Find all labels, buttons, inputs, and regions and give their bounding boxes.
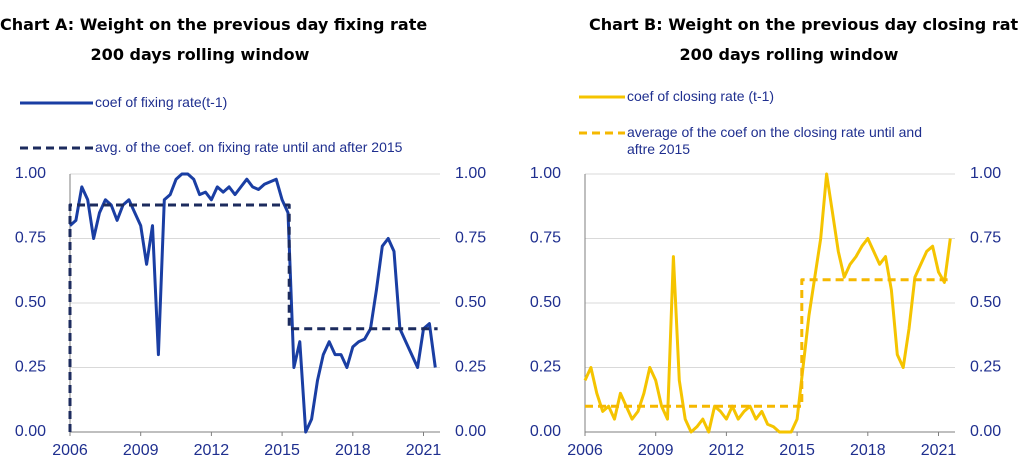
legend-item: coef of closing rate (t-1) xyxy=(579,88,879,105)
series-line xyxy=(68,203,438,432)
chart-title-block: Chart B: Weight on the previous day clos… xyxy=(589,10,1018,70)
chart-title: Chart A: Weight on the previous day fixi… xyxy=(0,15,428,34)
y2-tick-label: 0.75 xyxy=(970,230,1001,247)
y2-tick-label: 0.00 xyxy=(970,423,1001,440)
y2-tick-label: 0.50 xyxy=(970,294,1001,311)
legend-label: coef of closing rate (t-1) xyxy=(627,88,775,104)
legend-item: average of the coef on the closing rate … xyxy=(579,124,949,158)
x-tick-label: 2009 xyxy=(123,442,159,459)
y-tick-label: 0.50 xyxy=(15,294,46,311)
x-tick-label: 2021 xyxy=(406,442,442,459)
x-tick-label: 2015 xyxy=(779,442,815,459)
y2-tick-label: 0.50 xyxy=(455,294,486,311)
legend-item: coef of fixing rate(t-1) xyxy=(20,94,320,111)
x-tick-label: 2021 xyxy=(921,442,957,459)
y-tick-label: 0.75 xyxy=(15,230,46,247)
legend-label: average of the coef on the closing rate … xyxy=(627,124,922,157)
y2-tick-label: 0.25 xyxy=(970,359,1001,376)
y2-tick-label: 1.00 xyxy=(970,165,1001,182)
x-tick-label: 2018 xyxy=(850,442,886,459)
y-tick-label: 0.00 xyxy=(15,423,46,440)
series-line xyxy=(585,278,953,408)
x-tick-label: 2018 xyxy=(335,442,371,459)
x-tick-label: 2006 xyxy=(567,442,603,459)
chart-subtitle: 200 days rolling window xyxy=(90,45,310,64)
y2-tick-label: 0.75 xyxy=(455,230,486,247)
x-tick-label: 2015 xyxy=(264,442,300,459)
plot: 0.00 0.25 0.50 0.75 1.00 0.00 0.25 0.50 0.75 1.00… xyxy=(15,165,486,459)
chart-subtitle: 200 days rolling window xyxy=(679,45,899,64)
chart-title: Chart B: Weight on the previous day clos… xyxy=(589,15,1018,34)
y-tick-label: 0.75 xyxy=(530,230,561,247)
x-tick-label: 2012 xyxy=(709,442,745,459)
y-tick-label: 0.00 xyxy=(530,423,561,440)
y2-tick-label: 0.25 xyxy=(455,359,486,376)
legend-swatch xyxy=(20,101,93,105)
x-tick-label: 2006 xyxy=(52,442,88,459)
legend-label: avg. of the coef. on fixing rate until a… xyxy=(95,139,403,155)
chart-panel: Chart A: Weight on the previous day fixi… xyxy=(0,10,486,459)
legend-label: coef of fixing rate(t-1) xyxy=(95,94,228,110)
y-tick-label: 0.25 xyxy=(530,359,561,376)
chart-panel: Chart B: Weight on the previous day clos… xyxy=(509,0,1018,464)
y-tick-label: 1.00 xyxy=(15,165,46,182)
y-tick-label: 0.50 xyxy=(530,294,561,311)
chart-title-block: Chart A: Weight on the previous day fixi… xyxy=(0,10,428,70)
legend-swatch xyxy=(579,131,625,135)
y-tick-label: 1.00 xyxy=(530,165,561,182)
y-tick-label: 0.25 xyxy=(15,359,46,376)
legend-swatch xyxy=(579,95,625,99)
y2-tick-label: 0.00 xyxy=(455,423,486,440)
legend-item: avg. of the coef. on fixing rate until a… xyxy=(20,139,440,156)
x-tick-label: 2012 xyxy=(194,442,230,459)
plot: 0.00 0.25 0.50 0.75 1.00 0.00 0.25 0.50 0.75 1.00… xyxy=(530,165,1001,459)
y2-tick-label: 1.00 xyxy=(455,165,486,182)
x-tick-label: 2009 xyxy=(638,442,674,459)
legend-swatch xyxy=(20,146,93,150)
